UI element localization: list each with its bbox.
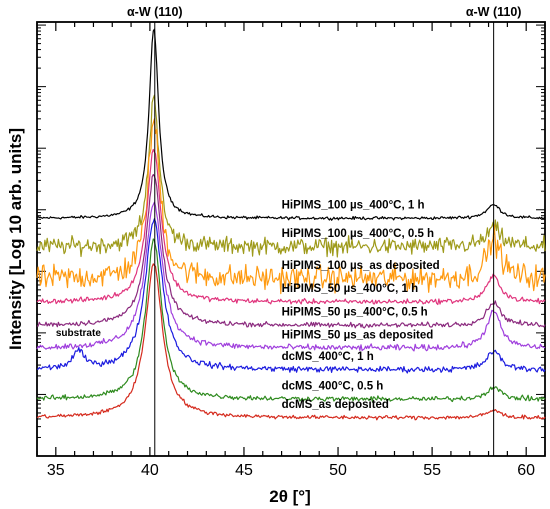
y-axis-title: Intensity [Log 10 arb. units] <box>6 128 25 350</box>
series-label: HiPIMS_50 µs_400°C, 1 h <box>282 283 419 295</box>
x-tick-label: 50 <box>329 462 347 479</box>
series-line <box>36 218 546 374</box>
annotation-label: substrate <box>56 328 101 339</box>
series-label: HiPIMS_100 µs_400°C, 0.5 h <box>282 228 435 240</box>
series-label: HiPIMS_100 µs_as deposited <box>282 260 440 272</box>
series-label: dcMS_as deposited <box>282 399 389 411</box>
series-labels: HiPIMS_100 µs_400°C, 1 h HiPIMS_100 µs_40… <box>56 200 440 411</box>
series-line <box>36 238 546 403</box>
ticks-group: 35 40 45 50 55 60 <box>36 22 546 479</box>
x-tick-label: 45 <box>235 462 253 479</box>
series-line <box>36 201 546 352</box>
series-label: dcMS_400°C, 0.5 h <box>282 381 384 393</box>
x-tick-label: 55 <box>423 462 441 479</box>
reference-lines: α-W (110) α-W (110) <box>127 5 521 456</box>
series-line <box>36 94 546 258</box>
reference-line-label: α-W (110) <box>466 5 522 19</box>
series-label: HiPIMS_100 µs_400°C, 1 h <box>282 200 425 212</box>
series-label: HiPIMS_50 µs_400°C, 0.5 h <box>282 307 428 319</box>
reference-line-label: α-W (110) <box>127 5 183 19</box>
x-tick-label: 35 <box>47 462 65 479</box>
series-line <box>36 28 546 221</box>
series-label: HiPIMS_50 µs_as deposited <box>282 329 434 341</box>
plot-frame <box>36 21 546 457</box>
series-line <box>36 263 546 421</box>
x-tick-label: 60 <box>517 462 535 479</box>
x-axis-title: 2θ [°] <box>269 487 311 506</box>
series-line <box>36 148 546 306</box>
series-line <box>36 118 546 295</box>
series-group <box>36 28 546 421</box>
x-tick-label: 40 <box>141 462 159 479</box>
series-label: dcMS_400°C, 1 h <box>282 351 374 363</box>
series-line <box>36 173 546 329</box>
